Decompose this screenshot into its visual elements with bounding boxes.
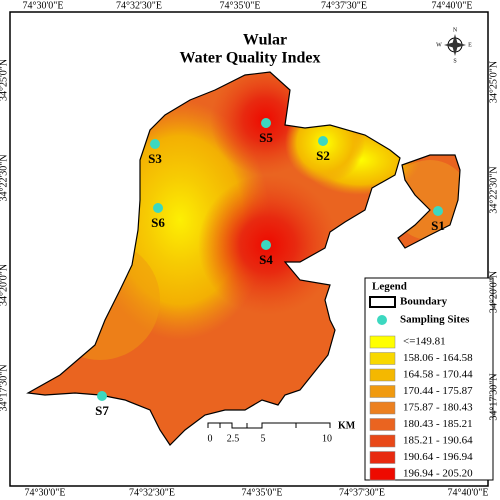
sampling-site [97,391,107,401]
legend-label: 158.06 - 164.58 [403,352,473,364]
compass-e: E [468,42,472,48]
longitude-label: 74°37'30"E [339,487,385,498]
legend-label: 170.44 - 175.87 [403,385,473,397]
legend-swatch [369,296,396,308]
legend-swatch [369,467,396,481]
compass-w: W [436,42,442,48]
legend-label: 196.94 - 205.20 [403,468,473,480]
scale-label: 10 [322,433,332,444]
scale-label: 2.5 [227,433,240,444]
latitude-label: 34°25'0"N [0,59,9,101]
sampling-site [433,206,443,216]
legend-swatch [369,401,396,415]
legend-swatch [369,418,396,431]
longitude-label: 74°30'0"E [23,0,64,11]
site-label: S5 [259,130,273,145]
legend-swatch [369,434,396,448]
latitude-label: 34°20'0"N [0,264,9,306]
legend-swatch [369,451,396,464]
scale-label: 5 [261,433,266,444]
legend-swatch [377,315,387,325]
legend-label: <=149.81 [403,336,446,348]
title: Water Quality Index [179,50,320,67]
legend-swatch [369,352,396,365]
legend-label: 175.87 - 180.43 [403,402,473,414]
latitude-label: 34°20'0"N [488,271,499,313]
latitude-label: 34°22'30"N [488,166,499,213]
legend-label: Boundary [400,296,448,308]
legend-title: Legend [372,281,407,293]
legend-swatch [369,385,396,398]
latitude-label: 34°17'30"N [0,364,9,411]
sampling-site [150,139,160,149]
longitude-label: 74°40'0"E [448,487,489,498]
legend-label: 185.21 - 190.64 [403,435,473,447]
compass: N S E W [436,27,472,64]
sampling-site [261,118,271,128]
site-label: S1 [431,218,445,233]
compass-n: N [453,27,458,33]
longitude-label: 74°30'0"E [25,487,66,498]
legend-label: 180.43 - 185.21 [403,418,473,430]
longitude-label: 74°35'0"E [242,487,283,498]
site-label: S4 [259,252,273,267]
site-label: S7 [95,403,109,418]
legend-label: Sampling Sites [400,314,470,326]
scale-label: 0 [208,433,213,444]
sampling-site [318,136,328,146]
compass-s: S [453,58,456,64]
site-label: S3 [148,151,162,166]
longitude-label: 74°32'30"E [116,0,162,11]
sampling-site [261,240,271,250]
longitude-label: 74°35'0"E [220,0,261,11]
longitude-label: 74°37'30"E [321,0,367,11]
legend-label: 190.64 - 196.94 [403,451,473,463]
latitude-label: 34°25'0"N [488,61,499,103]
longitude-label: 74°40'0"E [432,0,473,11]
scale-bar [207,422,331,429]
legend-swatch [369,368,396,382]
scale-unit: KM [338,420,356,431]
sampling-site [153,203,163,213]
site-label: S2 [316,148,330,163]
title: Wular [243,32,287,49]
legend-swatch [369,335,396,349]
latitude-label: 34°22'30"N [0,154,9,201]
latitude-label: 34°17'30"N [488,373,499,420]
site-label: S6 [151,215,165,230]
legend-label: 164.58 - 170.44 [403,369,473,381]
longitude-label: 74°32'30"E [129,487,175,498]
